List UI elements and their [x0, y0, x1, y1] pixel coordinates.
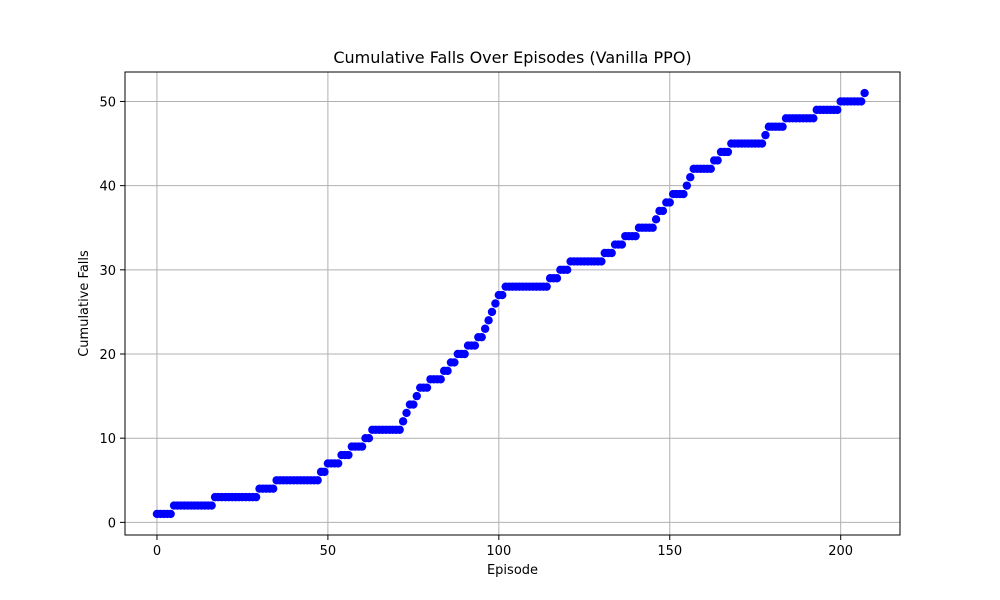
- plot-frame: [124, 71, 901, 536]
- data-point: [679, 189, 688, 199]
- data-point: [422, 383, 432, 392]
- data-point: [344, 450, 353, 460]
- data-point: [402, 408, 411, 418]
- data-point: [480, 324, 490, 333]
- data-point: [450, 358, 459, 367]
- y-tick-label: 0: [108, 516, 116, 531]
- data-point: [682, 181, 692, 190]
- data-point: [443, 366, 452, 376]
- data-point: [552, 274, 562, 283]
- data-point: [412, 391, 421, 401]
- x-tick-label: 150: [657, 544, 682, 559]
- data-point: [723, 147, 733, 157]
- data-point: [809, 114, 818, 123]
- data-point: [491, 299, 500, 308]
- data-point: [757, 139, 767, 148]
- data-point: [470, 341, 480, 350]
- data-point: [631, 231, 640, 241]
- data-points: [152, 88, 869, 519]
- x-axis-label: Episode: [487, 563, 538, 578]
- data-point: [648, 223, 657, 232]
- data-point: [856, 97, 866, 106]
- data-point: [484, 316, 493, 325]
- data-point: [706, 164, 715, 174]
- data-point: [436, 375, 445, 384]
- data-point: [833, 105, 842, 115]
- data-point: [207, 501, 216, 510]
- data-point: [686, 173, 695, 182]
- data-point: [542, 282, 551, 291]
- data-point: [487, 307, 497, 317]
- data-point: [778, 122, 787, 131]
- y-tick-label: 50: [99, 95, 116, 110]
- data-point: [562, 265, 572, 275]
- x-tick-label: 0: [153, 544, 161, 559]
- chart-title: Cumulative Falls Over Episodes (Vanilla …: [333, 48, 691, 67]
- x-tick-label: 50: [320, 544, 337, 559]
- data-point: [665, 198, 674, 207]
- data-point: [320, 467, 329, 477]
- data-point: [460, 349, 469, 359]
- x-tick-label: 100: [486, 544, 511, 559]
- data-point: [713, 156, 722, 165]
- data-point: [409, 400, 418, 409]
- y-tick-label: 30: [99, 264, 116, 279]
- y-tick-label: 20: [99, 348, 116, 363]
- data-point: [364, 433, 374, 443]
- data-point: [761, 130, 770, 140]
- data-point: [357, 442, 367, 451]
- data-point: [658, 206, 668, 216]
- data-point: [477, 332, 486, 342]
- y-axis-label: Cumulative Falls: [77, 250, 92, 357]
- y-axis-ticks: 0 10 20 30 40 50: [99, 95, 125, 531]
- data-point: [395, 425, 404, 434]
- data-point: [617, 240, 627, 249]
- data-point: [251, 492, 261, 502]
- data-point: [860, 88, 869, 98]
- data-point: [268, 484, 278, 493]
- data-point: [333, 459, 343, 468]
- data-point: [607, 248, 616, 258]
- y-tick-label: 40: [99, 180, 116, 195]
- data-point: [166, 509, 175, 519]
- data-point: [313, 476, 322, 485]
- data-point: [498, 290, 507, 300]
- data-point: [398, 417, 408, 426]
- data-point: [651, 215, 661, 224]
- data-point: [597, 257, 606, 266]
- grid: [125, 72, 900, 535]
- y-tick-label: 10: [99, 432, 116, 447]
- x-tick-label: 200: [828, 544, 853, 559]
- x-axis-ticks: 0 50 100 150 200: [153, 535, 853, 559]
